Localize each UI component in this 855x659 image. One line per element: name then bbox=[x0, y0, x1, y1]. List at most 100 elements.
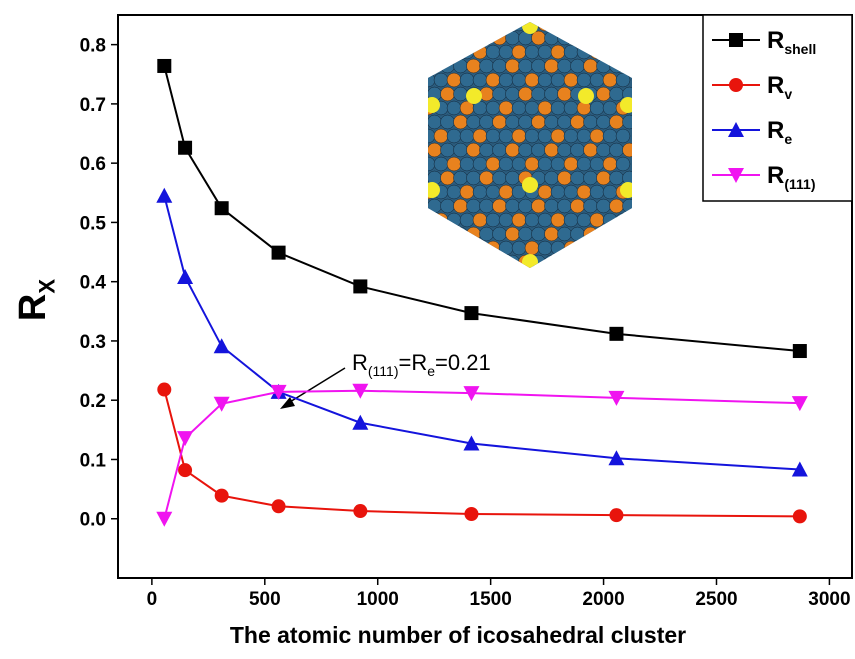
atom bbox=[460, 17, 474, 31]
atom bbox=[493, 31, 507, 45]
atom bbox=[519, 59, 533, 73]
vertex-atom bbox=[424, 97, 440, 113]
atom bbox=[525, 157, 539, 171]
atom bbox=[499, 241, 513, 255]
marker bbox=[609, 508, 623, 522]
legend-marker bbox=[729, 78, 743, 92]
atom bbox=[616, 17, 630, 31]
y-tick-label: 0.3 bbox=[80, 332, 106, 353]
atom bbox=[454, 87, 468, 101]
atom bbox=[564, 101, 578, 115]
atom bbox=[486, 129, 500, 143]
y-tick-label: 0.4 bbox=[80, 273, 107, 294]
atom bbox=[545, 87, 559, 101]
atom bbox=[610, 87, 624, 101]
atom bbox=[512, 73, 526, 87]
atom bbox=[506, 255, 520, 269]
atom bbox=[623, 199, 637, 213]
atom bbox=[584, 227, 598, 241]
atom bbox=[467, 31, 481, 45]
atom bbox=[493, 227, 507, 241]
atom bbox=[538, 213, 552, 227]
series-line bbox=[164, 390, 800, 517]
annotation-part: =0.21 bbox=[435, 350, 491, 375]
atom bbox=[421, 73, 435, 87]
atom bbox=[590, 45, 604, 59]
cluster-image bbox=[421, 17, 637, 270]
atom bbox=[441, 143, 455, 157]
atom bbox=[473, 129, 487, 143]
atom bbox=[499, 157, 513, 171]
atom bbox=[532, 115, 546, 129]
atom bbox=[577, 213, 591, 227]
atom bbox=[610, 171, 624, 185]
atom bbox=[499, 213, 513, 227]
atom bbox=[616, 157, 630, 171]
atom bbox=[558, 59, 572, 73]
atom bbox=[480, 199, 494, 213]
atom bbox=[610, 227, 624, 241]
marker bbox=[793, 344, 807, 358]
annotation-part: R bbox=[352, 350, 368, 375]
marker bbox=[177, 431, 193, 446]
atom bbox=[447, 129, 461, 143]
atom bbox=[493, 171, 507, 185]
atom bbox=[590, 157, 604, 171]
atom bbox=[493, 199, 507, 213]
atom bbox=[447, 101, 461, 115]
atom bbox=[597, 171, 611, 185]
atom bbox=[597, 87, 611, 101]
atom bbox=[564, 213, 578, 227]
atom bbox=[623, 31, 637, 45]
atom bbox=[545, 115, 559, 129]
atom bbox=[525, 241, 539, 255]
atom bbox=[590, 213, 604, 227]
atom bbox=[558, 115, 572, 129]
atom bbox=[623, 59, 637, 73]
atom bbox=[577, 73, 591, 87]
atom bbox=[486, 45, 500, 59]
atom bbox=[571, 31, 585, 45]
atom bbox=[545, 31, 559, 45]
atom bbox=[525, 101, 539, 115]
atom bbox=[564, 185, 578, 199]
y-tick-label: 0.7 bbox=[80, 95, 106, 116]
marker bbox=[793, 509, 807, 523]
atom bbox=[525, 73, 539, 87]
y-tick-label: 0.0 bbox=[80, 510, 106, 531]
y-tick-label: 0.2 bbox=[80, 391, 106, 412]
annotation-part: (111) bbox=[368, 363, 399, 379]
marker bbox=[464, 306, 478, 320]
marker bbox=[157, 59, 171, 73]
atom bbox=[454, 199, 468, 213]
annotation-arrow bbox=[285, 368, 345, 405]
atom bbox=[499, 101, 513, 115]
atom bbox=[441, 171, 455, 185]
vertex-atom bbox=[620, 182, 636, 198]
atom bbox=[577, 157, 591, 171]
atom bbox=[441, 199, 455, 213]
atom bbox=[460, 241, 474, 255]
y-axis-label: RX bbox=[12, 279, 60, 321]
atom bbox=[454, 31, 468, 45]
atom bbox=[460, 213, 474, 227]
annotation: R(111)=Re=0.21 bbox=[352, 350, 491, 379]
marker bbox=[215, 201, 229, 215]
marker bbox=[156, 188, 172, 203]
atom bbox=[519, 143, 533, 157]
atom bbox=[486, 241, 500, 255]
atom bbox=[532, 227, 546, 241]
atom bbox=[421, 157, 435, 171]
atom bbox=[499, 129, 513, 143]
atom bbox=[577, 17, 591, 31]
atom bbox=[558, 171, 572, 185]
atom bbox=[597, 31, 611, 45]
atom bbox=[558, 227, 572, 241]
atom bbox=[623, 255, 637, 269]
atom bbox=[447, 213, 461, 227]
atom bbox=[597, 143, 611, 157]
atom bbox=[506, 171, 520, 185]
atom bbox=[590, 185, 604, 199]
atom bbox=[564, 129, 578, 143]
atom bbox=[551, 129, 565, 143]
